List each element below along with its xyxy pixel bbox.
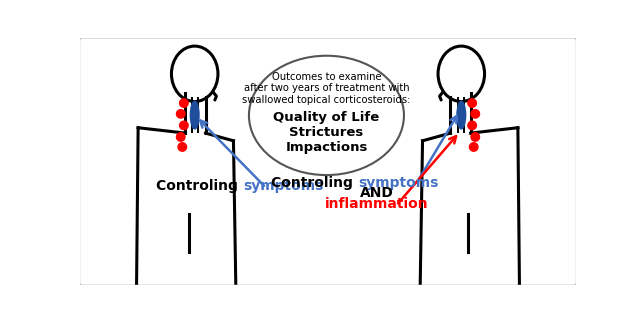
Ellipse shape <box>189 100 200 130</box>
Ellipse shape <box>249 56 404 175</box>
Circle shape <box>180 99 188 107</box>
Circle shape <box>471 133 479 141</box>
Ellipse shape <box>456 100 467 130</box>
Text: symptoms: symptoms <box>358 176 438 190</box>
Circle shape <box>471 110 479 118</box>
Circle shape <box>178 143 187 151</box>
Text: Outcomes to examine
after two years of treatment with
swallowed topical corticos: Outcomes to examine after two years of t… <box>243 72 411 105</box>
Circle shape <box>469 143 478 151</box>
Text: inflammation: inflammation <box>325 197 429 211</box>
Circle shape <box>468 121 476 130</box>
Text: Controling: Controling <box>156 179 243 193</box>
Text: AND: AND <box>360 186 394 200</box>
Circle shape <box>180 121 188 130</box>
Circle shape <box>177 110 185 118</box>
Circle shape <box>177 133 185 141</box>
Text: Controling: Controling <box>271 176 358 190</box>
Text: symptoms: symptoms <box>244 179 324 193</box>
Text: Quality of Life
Strictures
Impactions: Quality of Life Strictures Impactions <box>273 111 380 154</box>
Circle shape <box>468 99 476 107</box>
